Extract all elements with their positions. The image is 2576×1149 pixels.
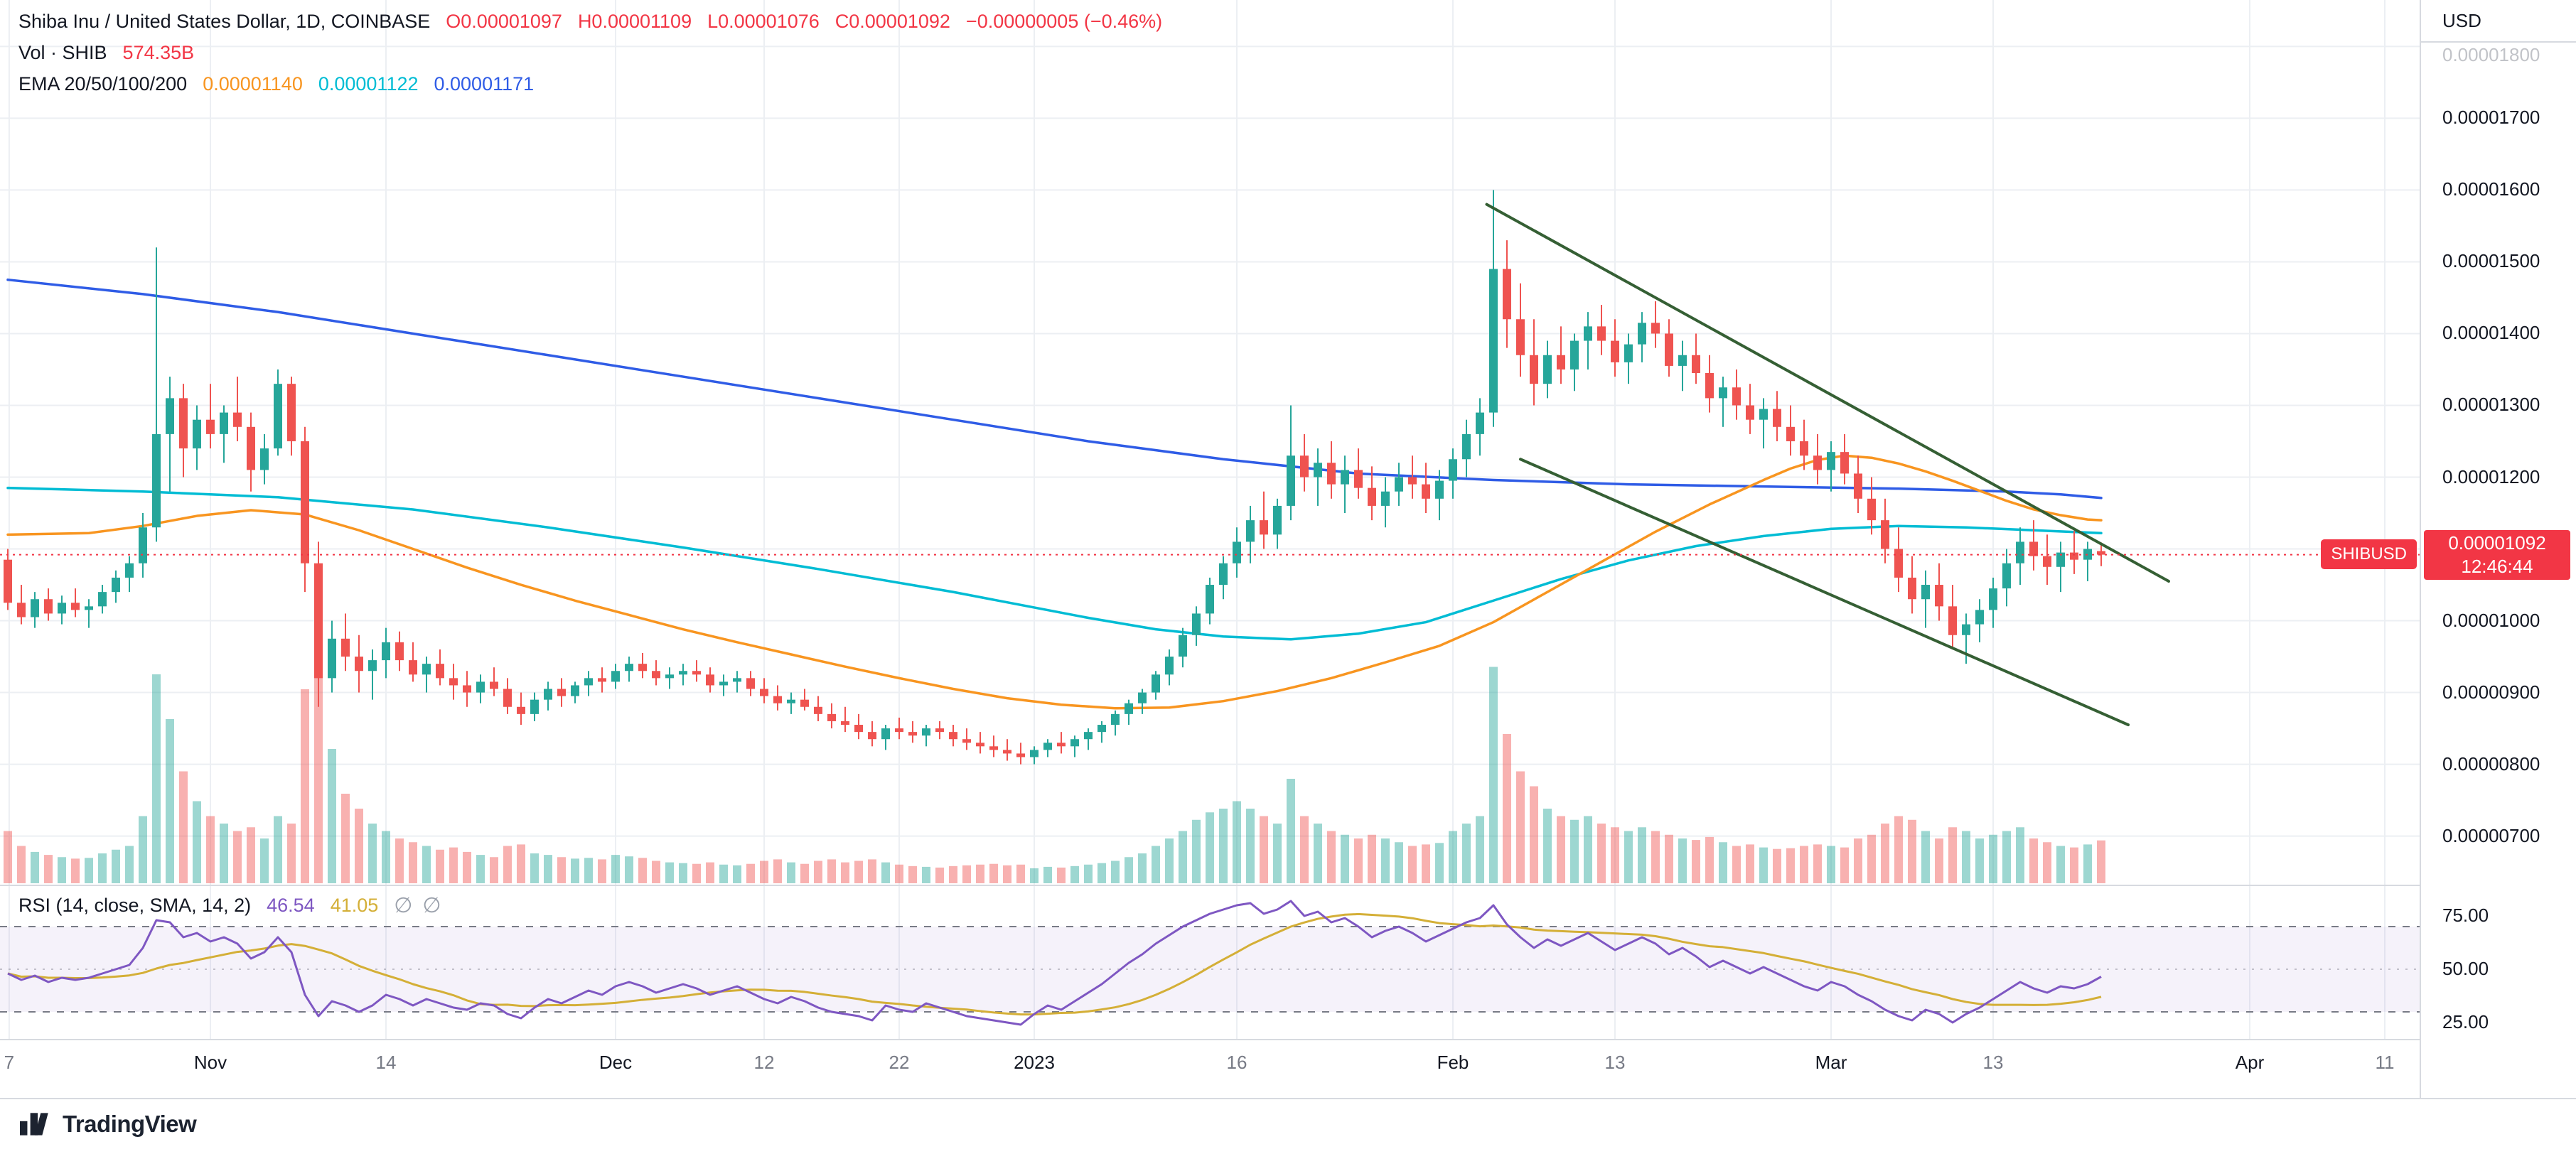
time-axis-label: Dec [599, 1052, 633, 1073]
volume-row[interactable]: Vol · SHIB 574.35B [18, 37, 1178, 68]
time-axis-label: 11 [2375, 1052, 2395, 1073]
footer-bar: TradingView [0, 1099, 2576, 1149]
ohlc-change-value: −0.00000005 (−0.46%) [965, 10, 1163, 32]
ema-row[interactable]: EMA 20/50/100/200 0.00001140 0.00001122 … [18, 68, 1178, 99]
time-axis-label: 2023 [1014, 1052, 1055, 1073]
axis-label: 0.00001000 [2442, 609, 2540, 631]
price-axis-divider [2421, 41, 2576, 43]
tradingview-logo-icon [20, 1113, 48, 1135]
rsi-band [0, 926, 2420, 1013]
candlestick-series[interactable] [4, 190, 2105, 765]
time-axis-label: Mar [1815, 1052, 1847, 1073]
time-axis-label: Apr [2235, 1052, 2265, 1073]
axis-label: 0.00001300 [2442, 394, 2540, 416]
ema-value-orange: 0.00001140 [203, 72, 303, 95]
time-axis-label: Feb [1437, 1052, 1469, 1073]
rsi-sma-value: 41.05 [330, 894, 379, 916]
axis-label: 50.00 [2442, 958, 2489, 979]
ohlc-high-value: H0.00001109 [577, 10, 692, 32]
rsi-value: 46.54 [267, 894, 315, 916]
main-chart-legend: Shiba Inu / United States Dollar, 1D, CO… [18, 6, 1178, 99]
current-price-value: 0.00001092 [2448, 532, 2546, 554]
price-axis-faded-label: 0.00001800 [2442, 44, 2540, 65]
chart-canvas[interactable] [0, 0, 2420, 1098]
rsi-legend-row: RSI (14, close, SMA, 14, 2) 46.54 41.05 … [18, 890, 451, 921]
axis-label: 0.00001600 [2442, 178, 2540, 200]
ohlc-close-value: C0.00001092 [834, 10, 950, 32]
current-price-label: 0.00001092 12:46:44 [2424, 530, 2570, 580]
current-price-countdown: 12:46:44 [2461, 556, 2533, 577]
volume-value: 574.35B [122, 41, 195, 63]
ema-value-blue: 0.00001171 [434, 72, 535, 95]
ohlc-open-value: O0.00001097 [446, 10, 562, 32]
time-axis[interactable]: 7 Nov 14 Dec 12 22 2023 16 Feb 13 Mar 13 Apr 11 [0, 1040, 2420, 1096]
axis-label: 0.00000800 [2442, 752, 2540, 775]
axis-label: 0.00000700 [2442, 824, 2540, 846]
axis-label: 0.00001200 [2442, 465, 2540, 487]
time-axis-label: 22 [889, 1052, 910, 1073]
time-axis-label: 7 [4, 1052, 15, 1073]
rsi-line [7, 900, 2102, 1026]
tradingview-logo[interactable]: TradingView [20, 1111, 197, 1138]
rsi-empty-icon: ∅ [394, 893, 413, 917]
ema-line [6, 454, 2103, 710]
ohlc-low-value: L0.00001076 [707, 10, 820, 32]
rsi-empty-icon: ∅ [422, 893, 441, 917]
time-axis-label: 12 [753, 1052, 775, 1073]
volume-series [4, 659, 2105, 883]
price-axis[interactable]: USD 0.00001800 0.00001092 12:46:44 0.000… [2420, 0, 2576, 1098]
time-axis-label: Nov [193, 1052, 227, 1073]
time-axis-label: 14 [375, 1052, 397, 1073]
ema-line [6, 278, 2103, 500]
symbol-row[interactable]: Shiba Inu / United States Dollar, 1D, CO… [18, 6, 1178, 37]
axis-label: 25.00 [2442, 1011, 2489, 1032]
axis-label: 0.00001700 [2442, 107, 2540, 129]
time-axis-label: 16 [1226, 1052, 1247, 1073]
rsi-label: RSI (14, close, SMA, 14, 2) [18, 894, 252, 916]
grid-lines [0, 0, 2420, 1039]
volume-label: Vol · SHIB [18, 41, 107, 63]
symbol-title[interactable]: Shiba Inu / United States Dollar, 1D, CO… [18, 10, 431, 32]
axis-label: 0.00001500 [2442, 250, 2540, 272]
pane-separator-main-rsi[interactable] [0, 885, 2576, 886]
symbol-price-tag: SHIBUSD [2321, 539, 2417, 569]
tradingview-brand-text: TradingView [63, 1111, 197, 1137]
price-axis-currency-label: USD [2442, 10, 2481, 31]
time-axis-label: 13 [1982, 1052, 2004, 1073]
rsi-sma-line [7, 912, 2102, 1016]
rsi-legend[interactable]: RSI (14, close, SMA, 14, 2) 46.54 41.05 … [18, 890, 451, 921]
axis-label: 0.00000900 [2442, 681, 2540, 703]
pane-separator-rsi-time[interactable] [0, 1039, 2576, 1040]
trend-line[interactable] [1519, 458, 2130, 727]
ema-lines [6, 278, 2103, 710]
trend-line[interactable] [1485, 203, 2170, 583]
axis-label: 75.00 [2442, 905, 2489, 926]
time-axis-label: 13 [1604, 1052, 1626, 1073]
ema-label: EMA 20/50/100/200 [18, 72, 188, 95]
footer-separator [0, 1098, 2576, 1099]
ema-line [6, 486, 2103, 641]
axis-label: 0.00001400 [2442, 322, 2540, 344]
ema-value-cyan: 0.00001122 [318, 72, 419, 95]
